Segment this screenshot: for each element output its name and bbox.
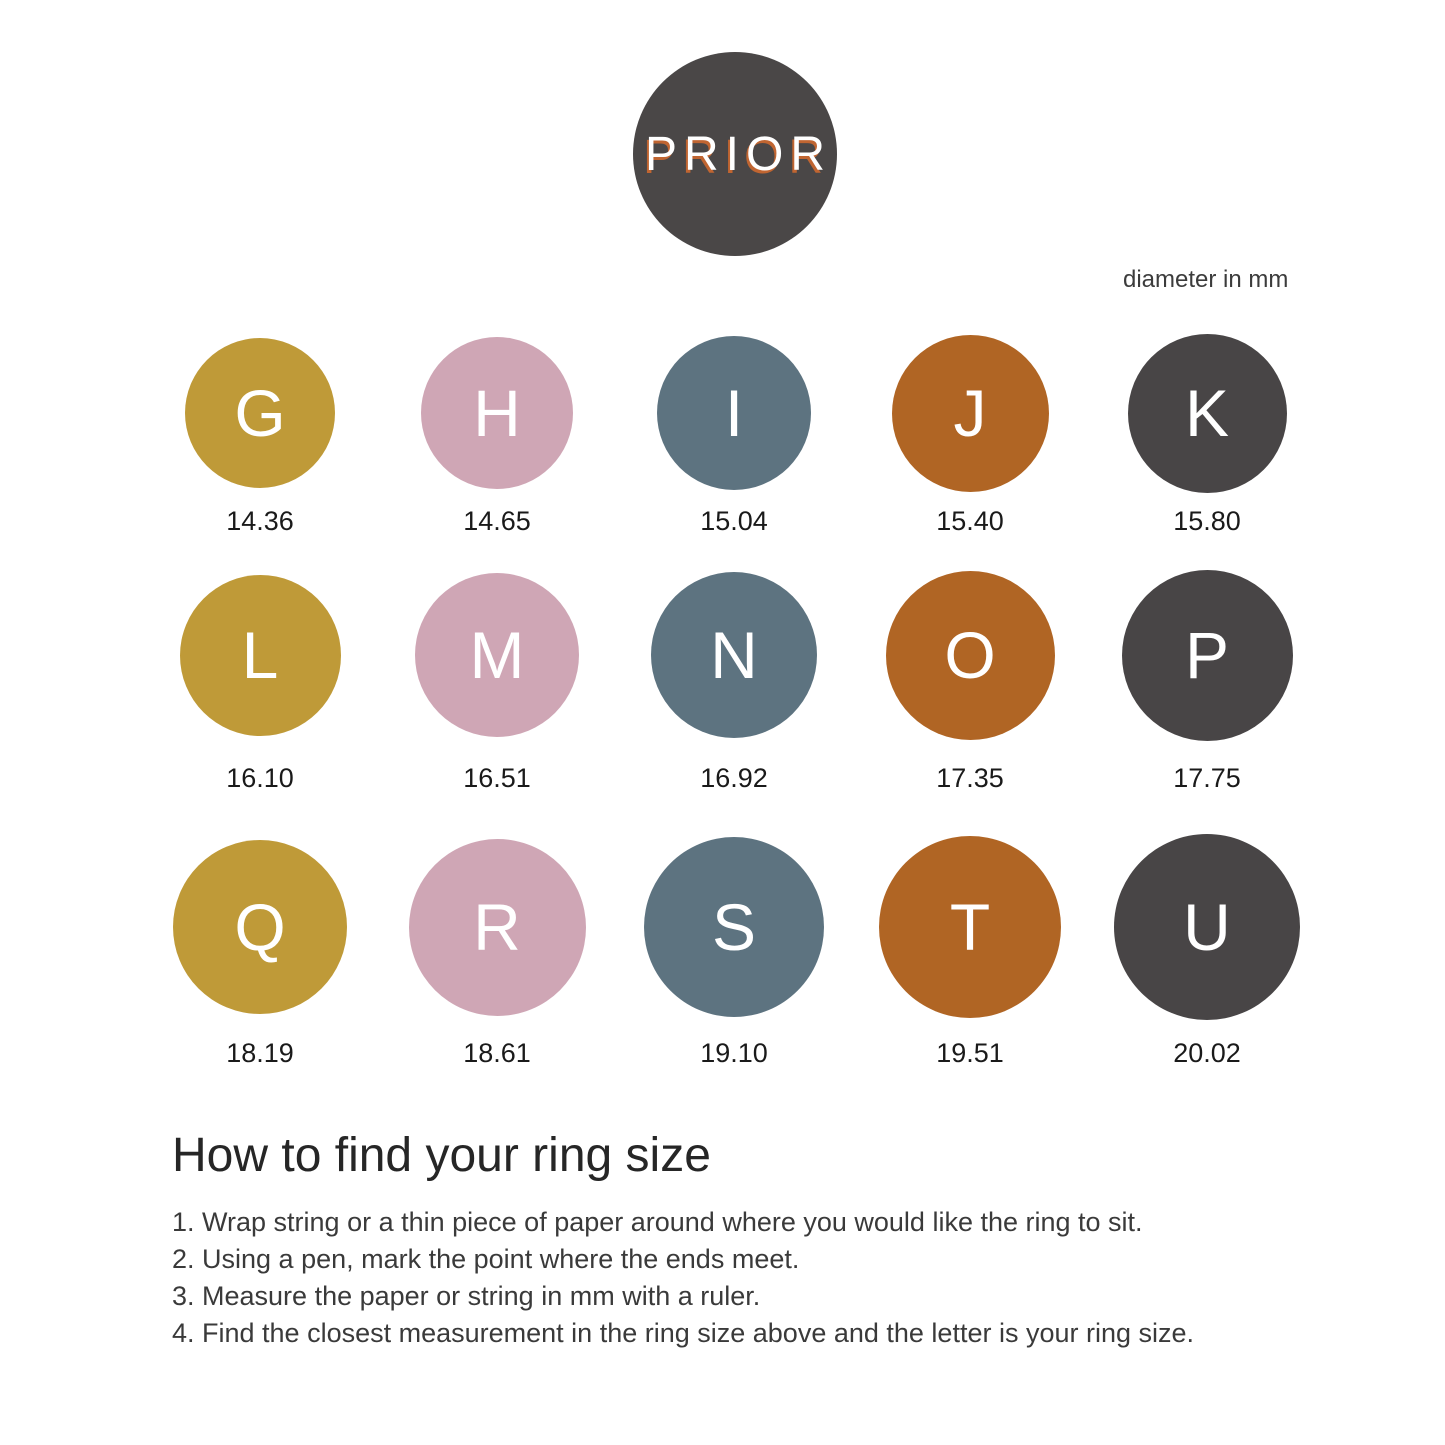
ring-size-letter: T [949,890,991,964]
ring-size-letter: I [724,376,744,450]
ring-size-circle-j: J [891,334,1049,492]
ring-size-value: 14.36 [226,506,294,536]
ring-size-value: 18.19 [226,1038,294,1068]
ring-size-value: 15.04 [700,506,768,536]
ring-size-letter: K [1184,376,1230,450]
ring-size-value: 17.75 [1173,763,1241,793]
ring-size-value: 19.10 [700,1038,768,1068]
ring-size-circle-m: M [415,573,579,737]
ring-size-circle-i: I [657,336,811,490]
ring-size-letter: N [710,618,758,692]
ring-size-letter: U [1183,890,1231,964]
ring-size-circle-q: Q [173,840,347,1014]
ring-size-circle-u: U [1114,834,1300,1020]
ring-size-letter: S [711,890,757,964]
ring-size-letter: J [953,376,987,450]
howto-step-3: 3. Measure the paper or string in mm wit… [172,1281,761,1311]
ring-size-value: 17.35 [936,763,1004,793]
ring-size-value: 16.92 [700,763,768,793]
ring-size-letter: H [473,376,521,450]
ring-size-circle-s: S [644,837,824,1017]
ring-size-value: 16.10 [226,763,294,793]
ring-size-letter: Q [234,890,286,964]
ring-size-circle-p: P [1121,569,1293,741]
ring-size-circle-o: O [885,570,1055,740]
ring-size-circle-h: H [421,337,573,489]
prior-logo: PRIOR [633,52,837,256]
units-label: diameter in mm [1123,266,1289,293]
howto-step-2: 2. Using a pen, mark the point where the… [172,1244,800,1274]
ring-size-circle-n: N [651,572,817,738]
howto-steps: 1. Wrap string or a thin piece of paper … [172,1204,1194,1352]
ring-size-circle-t: T [879,836,1061,1018]
ring-size-value: 16.51 [463,763,531,793]
ring-size-value: 15.80 [1173,506,1241,536]
ring-size-value: 20.02 [1173,1038,1241,1068]
ring-size-letter: P [1184,618,1230,692]
ring-size-value: 15.40 [936,506,1004,536]
ring-size-circle-g: G [185,338,335,488]
prior-logo-text: PRIOR [644,127,832,181]
ring-size-letter: G [234,376,286,450]
ring-size-value: 19.51 [936,1038,1004,1068]
ring-size-circle-r: R [408,838,586,1016]
ring-size-letter: O [944,618,996,692]
ring-size-value: 18.61 [463,1038,531,1068]
ring-size-letter: R [473,890,521,964]
ring-size-letter: M [469,618,525,692]
ring-size-value: 14.65 [463,506,531,536]
ring-size-circle-l: L [179,574,341,736]
howto-heading: How to find your ring size [172,1129,711,1182]
ring-size-circle-k: K [1127,333,1287,493]
howto-step-1: 1. Wrap string or a thin piece of paper … [172,1207,1143,1237]
howto-step-4: 4. Find the closest measurement in the r… [172,1318,1195,1348]
ring-size-letter: L [241,618,279,692]
